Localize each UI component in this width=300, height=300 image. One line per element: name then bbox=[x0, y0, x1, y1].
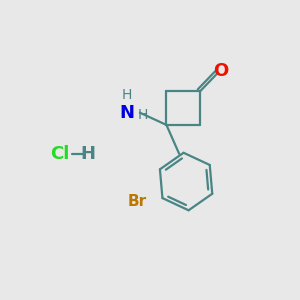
Text: Cl: Cl bbox=[50, 145, 70, 163]
Text: H: H bbox=[121, 88, 132, 102]
Text: N: N bbox=[119, 104, 134, 122]
Text: O: O bbox=[213, 62, 228, 80]
Text: H: H bbox=[80, 145, 95, 163]
Text: H: H bbox=[138, 108, 148, 122]
Text: Br: Br bbox=[127, 194, 146, 209]
